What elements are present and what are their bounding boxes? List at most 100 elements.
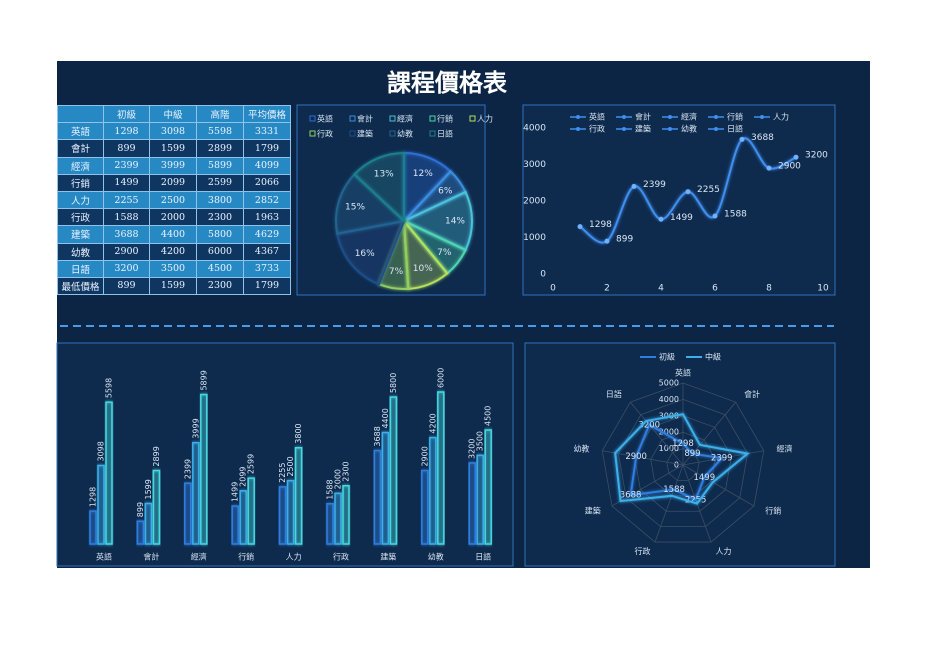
- table-cell: 2399: [103, 156, 150, 175]
- spoke: [682, 464, 755, 507]
- data-label: 2900: [778, 162, 801, 172]
- data-label: 2900: [420, 446, 429, 466]
- y-tick-label: 0: [540, 270, 546, 280]
- x-tick-label: 英語: [96, 552, 112, 562]
- table-cell: 2852: [243, 190, 291, 210]
- table-cell: 1963: [243, 208, 291, 227]
- header-cell: 中級: [149, 104, 197, 124]
- grid-ring: [601, 382, 765, 543]
- data-label: 1599: [144, 479, 153, 499]
- bar: [342, 484, 350, 545]
- legend-label: 初級: [659, 352, 675, 362]
- spoke: [654, 464, 684, 543]
- bar: [239, 490, 247, 545]
- table-cell: 2099: [149, 173, 197, 192]
- legend-swatch: [469, 115, 476, 122]
- legend-label: 行政: [589, 124, 605, 134]
- legend-swatch: [309, 130, 316, 137]
- legend-label: 幼教: [681, 124, 697, 134]
- radar-line: [614, 413, 750, 505]
- x-tick-label: 行政: [333, 552, 349, 562]
- table-row: 建築 3688 4400 5800 4629: [57, 225, 291, 244]
- table-cell: 1588: [103, 208, 150, 227]
- legend-marker: [714, 115, 718, 119]
- table-row: 最低價格 899 1599 2300 1799: [57, 276, 291, 296]
- data-label: 1298: [589, 220, 612, 230]
- data-label: 3688: [751, 133, 774, 143]
- data-label: 1499: [670, 213, 693, 223]
- row-header: 日語: [57, 259, 104, 278]
- bar: [468, 462, 476, 545]
- x-tick-label: 4: [658, 284, 664, 294]
- r-tick-label: 5000: [659, 379, 679, 388]
- row-header: 人力: [57, 190, 104, 210]
- data-label: 2000: [334, 469, 343, 489]
- table-cell: 3331: [243, 122, 291, 141]
- row-header: 會計: [57, 139, 104, 158]
- table-cell: 1298: [103, 122, 150, 141]
- table-cell: 4629: [243, 225, 291, 244]
- legend-swatch: [429, 115, 436, 122]
- bar: [373, 449, 382, 545]
- legend-label: 經濟: [397, 114, 413, 124]
- header-cell: 高階: [196, 104, 244, 124]
- table-cell: 3688: [103, 225, 150, 244]
- point: [712, 213, 718, 219]
- spoke: [682, 450, 764, 466]
- data-label: 4200: [428, 413, 437, 433]
- data-label: 3200: [805, 151, 828, 161]
- data-label: 5800: [389, 373, 398, 393]
- pie-slice: [335, 173, 407, 235]
- table-cell: 4099: [243, 156, 291, 175]
- table-row: 行銷 1499 2099 2599 2066: [57, 173, 291, 192]
- table-cell: 1799: [243, 276, 291, 296]
- bar: [184, 482, 192, 545]
- data-label: 899: [616, 235, 633, 245]
- bar: [192, 441, 200, 545]
- table-cell: 1499: [103, 173, 150, 192]
- slice-label: 7%: [389, 267, 404, 277]
- spoke: [682, 401, 737, 466]
- legend-label: 建築: [357, 129, 373, 139]
- table-cell: 3098: [149, 122, 197, 141]
- data-label: 1588: [724, 210, 747, 220]
- table-cell: 1599: [149, 276, 197, 296]
- bar: [429, 436, 437, 545]
- legend-label: 人力: [773, 112, 789, 122]
- r-tick-label: 2000: [659, 428, 679, 437]
- x-tick-label: 2: [604, 284, 610, 294]
- axis-label: 建築: [585, 506, 601, 516]
- data-label: 4500: [484, 406, 493, 426]
- legend-label: 英語: [317, 114, 333, 124]
- legend-marker: [668, 127, 672, 131]
- data-label: 2255: [685, 495, 707, 505]
- table-cell: 1599: [149, 139, 197, 158]
- x-tick-label: 0: [550, 284, 556, 294]
- pie-slice: [401, 190, 473, 252]
- row-header: 行銷: [57, 173, 104, 192]
- table-cell: 2899: [196, 139, 244, 158]
- data-label: 5598: [105, 378, 114, 398]
- table-cell: 6000: [196, 242, 244, 261]
- table-cell: 3733: [243, 259, 291, 278]
- legend-marker: [622, 127, 626, 131]
- table-cell: 2255: [103, 190, 150, 210]
- row-header: 經濟: [57, 156, 104, 175]
- legend-swatch: [349, 115, 356, 122]
- pie-slice: [336, 219, 406, 286]
- legend-marker: [668, 115, 672, 119]
- table-cell: 4500: [196, 259, 244, 278]
- table-row: 會計 899 1599 2899 1799: [57, 139, 291, 158]
- spoke: [629, 401, 684, 466]
- x-tick-label: 幼教: [428, 552, 444, 562]
- legend-marker: [714, 127, 718, 131]
- bar: [286, 479, 295, 545]
- legend-swatch: [309, 115, 316, 122]
- point: [631, 183, 637, 189]
- row-header: 幼教: [57, 242, 104, 261]
- table-cell: 3200: [103, 259, 150, 278]
- table-cell: 2000: [149, 208, 197, 227]
- x-tick-label: 經濟: [191, 552, 207, 562]
- axis-label: 經濟: [777, 444, 793, 454]
- table-cell: 5899: [196, 156, 244, 175]
